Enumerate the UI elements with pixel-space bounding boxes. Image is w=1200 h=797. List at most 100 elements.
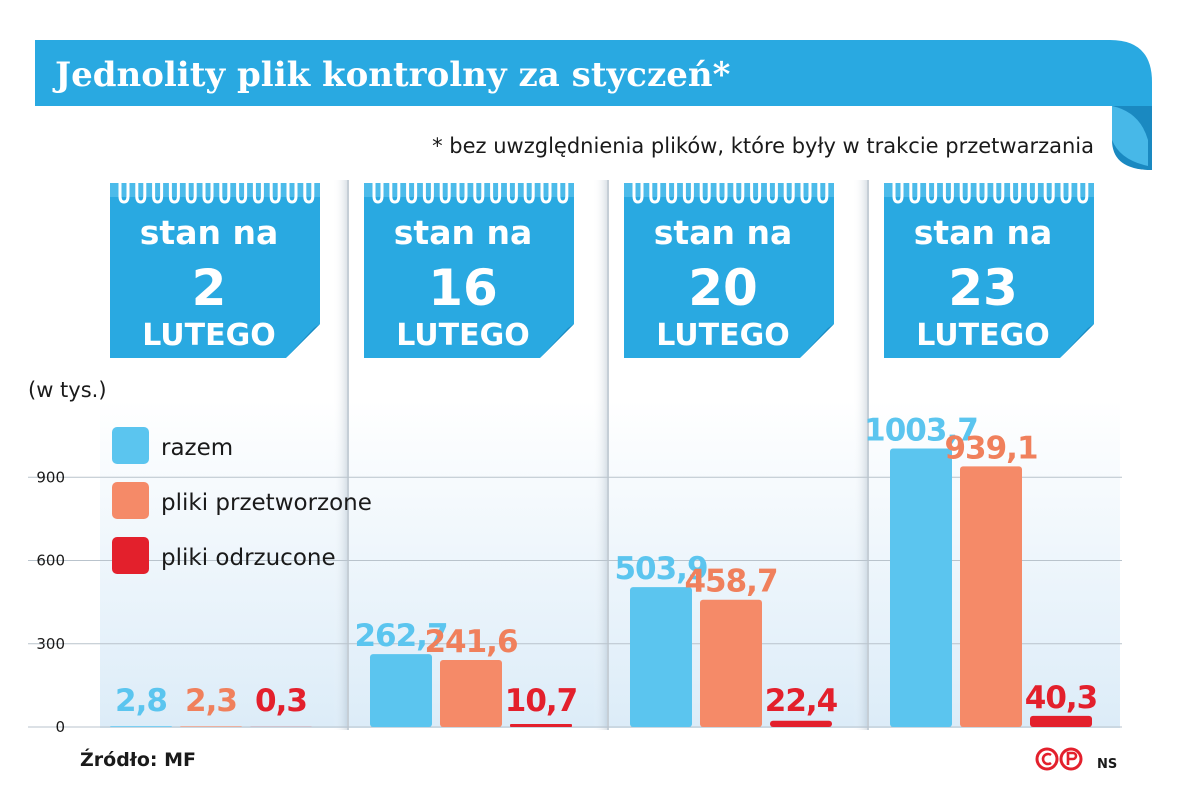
calendar-ring-icon	[490, 183, 502, 204]
calendar-ring-icon	[185, 183, 197, 204]
phonogram-icon	[1059, 747, 1083, 771]
calendar-ring-icon	[372, 183, 384, 204]
calendar-ring-icon	[286, 183, 298, 204]
calendar-day: 20	[688, 259, 758, 317]
page-fold-icon	[1060, 324, 1094, 358]
y-tick-label: 900	[36, 468, 65, 486]
calendar-top-text: stan na	[654, 213, 792, 252]
calendar-ring-icon	[118, 183, 130, 204]
legend-swatch-razem	[112, 427, 149, 464]
calendar-ring-icon	[750, 183, 762, 204]
calendar-ring-icon	[540, 183, 552, 204]
calendar-ring-icon	[1060, 183, 1072, 204]
calendar-ring-icon	[523, 183, 535, 204]
calendar-ring-icon	[506, 183, 518, 204]
calendar-ring-icon	[783, 183, 795, 204]
calendar-ring-icon	[926, 183, 938, 204]
bar-razem-0	[110, 726, 172, 727]
bar-razem-2	[630, 587, 692, 727]
value-label: 1003,7	[864, 413, 978, 449]
copyright-icon	[1035, 747, 1059, 771]
calendar-ring-icon	[219, 183, 231, 204]
calendar-ring-icon	[666, 183, 678, 204]
page-fold-icon	[286, 324, 320, 358]
legend-label-razem: razem	[161, 435, 233, 461]
legend: razem pliki przetworzone pliki odrzucone	[112, 427, 372, 574]
calendar-ring-icon	[152, 183, 164, 204]
value-label: 262,7	[354, 618, 447, 654]
calendar-ring-icon	[733, 183, 745, 204]
calendar-ring-icon	[389, 183, 401, 204]
calendar-ring-icon	[1077, 183, 1089, 204]
value-label: 40,3	[1025, 680, 1098, 716]
calendar-ring-icon	[202, 183, 214, 204]
bars	[110, 448, 1092, 727]
calendar-ring-icon	[817, 183, 829, 204]
calendar-top-text: stan na	[914, 213, 1052, 252]
bar-razem-1	[370, 654, 432, 727]
calendar-ring-icon	[422, 183, 434, 204]
calendar-ring-icon	[1010, 183, 1022, 204]
calendar-top-text: stan na	[394, 213, 532, 252]
calendar-ring-icon	[699, 183, 711, 204]
calendar-top-text: stan na	[140, 213, 278, 252]
value-label: 2,8	[115, 683, 167, 719]
value-label: 0,3	[255, 683, 307, 719]
value-label: 10,7	[505, 683, 578, 719]
calendar-ring-icon	[135, 183, 147, 204]
calendar-ring-icon	[909, 183, 921, 204]
calendar-ring-icon	[993, 183, 1005, 204]
value-label: 458,7	[684, 564, 777, 600]
calendar-month: LUTEGO	[142, 318, 276, 353]
bar-razem-3	[890, 448, 952, 727]
calendar-ring-icon	[473, 183, 485, 204]
calendar-ring-icon	[716, 183, 728, 204]
value-label: 503,9	[614, 551, 707, 587]
bar-pliki-odrzucone-3	[1030, 715, 1092, 727]
calendar-day: 2	[192, 259, 227, 317]
calendar-ring-icon	[766, 183, 778, 204]
page-fold-icon	[800, 324, 834, 358]
value-label: 22,4	[765, 683, 838, 719]
calendar-ring-icon	[942, 183, 954, 204]
value-label: 241,6	[424, 624, 517, 660]
unit-label: (w tys.)	[28, 378, 107, 402]
calendar-month: LUTEGO	[396, 318, 530, 353]
title-banner: Jednolity plik kontrolny za styczeń*	[35, 40, 1152, 170]
calendar-ring-icon	[649, 183, 661, 204]
value-label: 939,1	[944, 430, 1037, 466]
calendar-ring-icon	[1026, 183, 1038, 204]
calendar-ring-icon	[236, 183, 248, 204]
chart-title: Jednolity plik kontrolny za styczeń*	[52, 55, 731, 95]
calendar-ring-icon	[557, 183, 569, 204]
bar-pliki-przetworzone-3	[960, 466, 1022, 727]
bar-pliki-przetworzone-2	[700, 599, 762, 727]
calendar-day: 16	[428, 259, 498, 317]
bar-pliki-przetworzone-1	[440, 659, 502, 727]
calendar-day: 23	[948, 259, 1018, 317]
value-label: 2,3	[185, 683, 237, 719]
calendar-ring-icon	[682, 183, 694, 204]
bar-pliki-odrzucone-2	[770, 720, 832, 727]
calendar-ring-icon	[252, 183, 264, 204]
page-fold-icon	[540, 324, 574, 358]
calendar-ring-icon	[269, 183, 281, 204]
author-initials: NS	[1097, 757, 1117, 772]
bar-pliki-odrzucone-1	[510, 724, 572, 727]
y-tick-label: 0	[55, 718, 65, 736]
calendar-ring-icon	[800, 183, 812, 204]
calendar-month: LUTEGO	[656, 318, 790, 353]
calendar-month: LUTEGO	[916, 318, 1050, 353]
calendar-ring-icon	[303, 183, 315, 204]
column-separators	[333, 180, 869, 730]
calendar-ring-icon	[406, 183, 418, 204]
calendar-ring-icon	[439, 183, 451, 204]
calendar-ring-icon	[892, 183, 904, 204]
y-tick-label: 600	[36, 552, 65, 570]
legend-label-odrzucone: pliki odrzucone	[161, 545, 336, 571]
